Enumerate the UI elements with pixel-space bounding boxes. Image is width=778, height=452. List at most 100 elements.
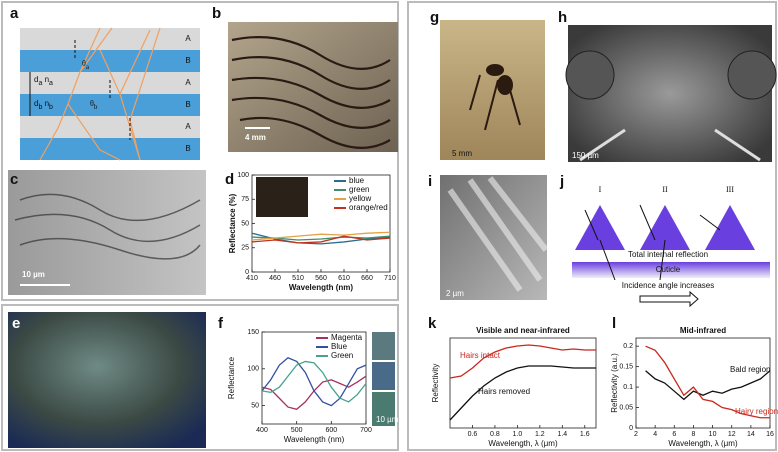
numeral: III [726,185,734,194]
chart-title: Visible and near-infrared [476,326,570,335]
panel-letter: h [558,9,567,26]
panel-letter: f [218,315,224,332]
x-tick-label: 6 [672,431,676,438]
x-tick-label: 610 [338,275,350,282]
photo [8,312,206,448]
scale-label: 2 µm [446,289,464,298]
y-tick-label: 100 [247,366,259,373]
x-axis-label: Wavelength (nm) [289,283,353,292]
frame [407,1,777,451]
legend-label: green [349,185,369,194]
layer-label: A [185,122,191,131]
y-tick-label: 0.05 [619,404,633,411]
x-tick-label: 10 [709,431,717,438]
y-tick-label: 50 [241,220,249,227]
layer [20,138,200,160]
plot-frame [449,337,597,429]
scale-label: 5 mm [452,149,472,158]
series-label: Hairs intact [460,351,501,360]
x-tick-label: 660 [361,275,373,282]
layer-label: B [185,56,190,65]
x-tick-label: 460 [269,275,281,282]
legend-label: blue [349,176,365,185]
panel-letter: e [12,315,20,332]
photo-detail [469,64,521,131]
y-tick-label: 0 [245,269,249,276]
y-axis-label: Reflectivity [431,364,440,403]
inset-photo [256,177,308,217]
series-line [449,344,596,379]
layer-label: A [185,78,191,87]
scale-label: 10 µm [376,415,399,424]
series-line [251,235,391,244]
y-tick-label: 150 [247,329,259,336]
photo-detail [14,193,201,260]
x-tick-label: 1.2 [535,431,545,438]
photo-detail [579,128,761,162]
x-tick-label: 500 [291,427,303,434]
series-label: Bald region [730,365,770,374]
panel-letter: b [212,5,221,22]
series-label: Hairs removed [478,387,530,396]
x-tick-label: 0.8 [490,431,500,438]
diagram-label: Cuticle [656,265,681,274]
series-line [251,231,391,241]
series-line [261,357,367,407]
panel-letter: a [10,5,19,22]
series-line [251,232,391,245]
frame [1,304,399,451]
layer-label: da na [34,75,53,87]
y-tick-label: 100 [237,172,249,179]
x-tick-label: 1.4 [557,431,567,438]
x-axis-label: Wavelength (nm) [284,435,345,444]
series-line [449,365,596,421]
y-tick-label: 0.2 [623,343,633,350]
plot-frame [635,337,771,429]
panel-letter: i [428,173,432,190]
x-tick-label: 14 [747,431,755,438]
layer-label: B [185,144,190,153]
y-axis-label: Reflectance (%) [228,193,237,253]
layer-label: A [185,34,191,43]
photo-detail [447,176,549,292]
numeral: I [599,185,602,194]
x-tick-label: 0.6 [468,431,478,438]
layer [20,50,200,72]
series-label: Hairy region [735,407,778,416]
angle-label: θa [82,59,90,71]
scale-label: 150 µm [572,151,599,160]
x-tick-label: 710 [384,275,396,282]
photo [8,170,206,295]
photo [440,175,547,300]
x-tick-label: 560 [315,275,327,282]
x-tick-label: 1.0 [513,431,523,438]
y-tick-label: 75 [241,196,249,203]
reflection-diagram [572,204,770,308]
series-line [645,345,770,419]
x-tick-label: 600 [325,427,337,434]
y-tick-label: 50 [251,402,259,409]
diagram-label: Total internal reflection [628,250,708,259]
legend-label: Blue [331,342,348,351]
legend-label: Magenta [331,333,363,342]
angle-label: θb [90,99,98,111]
panel-letter: j [559,173,564,190]
photo-detail [231,36,391,149]
y-tick-label: 0.15 [619,363,633,370]
photo-detail [565,50,615,100]
x-tick-label: 4 [653,431,657,438]
photo-detail [727,50,777,100]
panel-letter: k [428,315,437,332]
y-tick-label: 0 [629,425,633,432]
y-axis-label: Reflectance [227,356,236,399]
numeral: II [662,185,668,194]
y-tick-label: 0.1 [623,384,633,391]
inset-photo [372,332,395,360]
x-tick-label: 2 [634,431,638,438]
chart-title: Mid-infrared [680,326,726,335]
x-tick-label: 8 [691,431,695,438]
x-tick-label: 400 [256,427,268,434]
x-tick-label: 16 [766,431,774,438]
multilayer-diagram: A B A B A B da na db nb θa θb [20,27,200,161]
